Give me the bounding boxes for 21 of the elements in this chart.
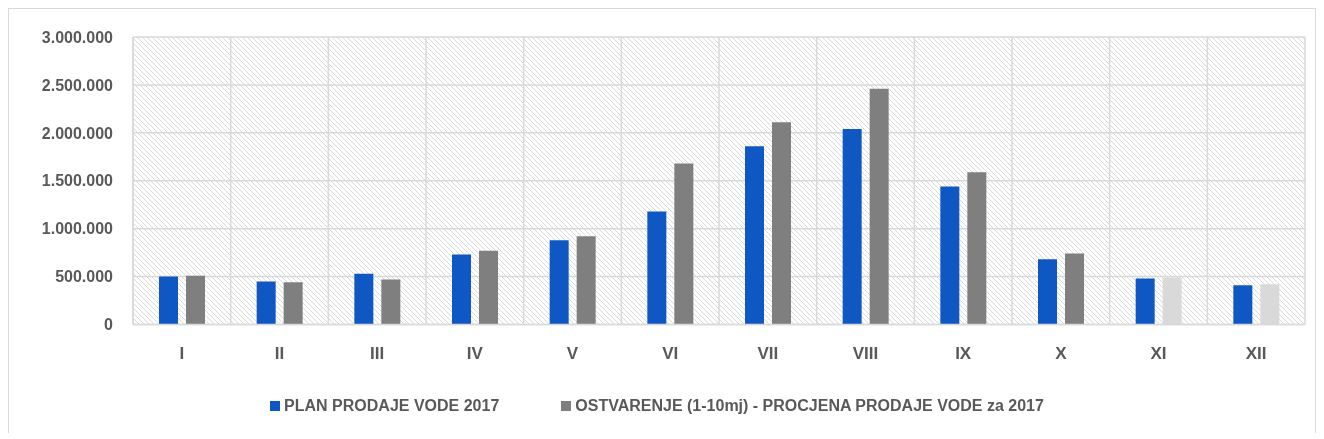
x-tick-label: IX — [955, 343, 972, 363]
legend-label: PLAN PRODAJE VODE 2017 — [283, 396, 500, 415]
y-tick-label: 500.000 — [55, 268, 114, 286]
y-tick-label: 2.000.000 — [41, 124, 114, 142]
x-tick-label: XI — [1150, 343, 1167, 363]
y-tick-label: 3.000.000 — [41, 28, 114, 46]
x-tick-label: VI — [662, 343, 679, 363]
x-tick-label: XII — [1245, 343, 1267, 363]
x-tick-label: III — [370, 343, 385, 363]
y-tick-label: 1.500.000 — [41, 172, 114, 190]
y-tick-label: 2.500.000 — [41, 76, 114, 94]
x-tick-label: II — [274, 343, 285, 363]
x-tick-label: V — [566, 343, 579, 363]
legend-label: OSTVARENJE (1-10mj) - PROCJENA PRODAJE VODE za 2017 — [574, 396, 1044, 415]
x-tick-label: VIII — [852, 343, 879, 363]
x-tick-label: X — [1055, 343, 1068, 363]
x-tick-label: VII — [757, 343, 779, 363]
y-tick-label: 0 — [104, 316, 114, 334]
x-tick-label: I — [179, 343, 185, 363]
x-tick-label: IV — [466, 343, 484, 363]
y-tick-label: 1.000.000 — [41, 220, 114, 238]
